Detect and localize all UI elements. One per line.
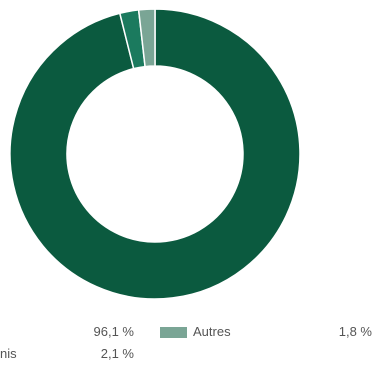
donut-chart xyxy=(9,8,301,300)
legend-item-1: nis 2,1 % xyxy=(0,346,140,362)
legend-value: 2,1 % xyxy=(100,346,134,361)
legend-item-0: 96,1 % xyxy=(0,324,140,340)
pie-slice-2 xyxy=(137,8,156,68)
legend-label: nis xyxy=(0,346,17,361)
legend-swatch xyxy=(160,327,187,338)
pie-slice-0 xyxy=(9,8,301,300)
legend-label: Autres xyxy=(193,324,231,339)
legend-value: 1,8 % xyxy=(338,324,372,339)
legend-value: 96,1 % xyxy=(93,324,134,339)
legend-item-2: Autres 1,8 % xyxy=(160,324,374,340)
